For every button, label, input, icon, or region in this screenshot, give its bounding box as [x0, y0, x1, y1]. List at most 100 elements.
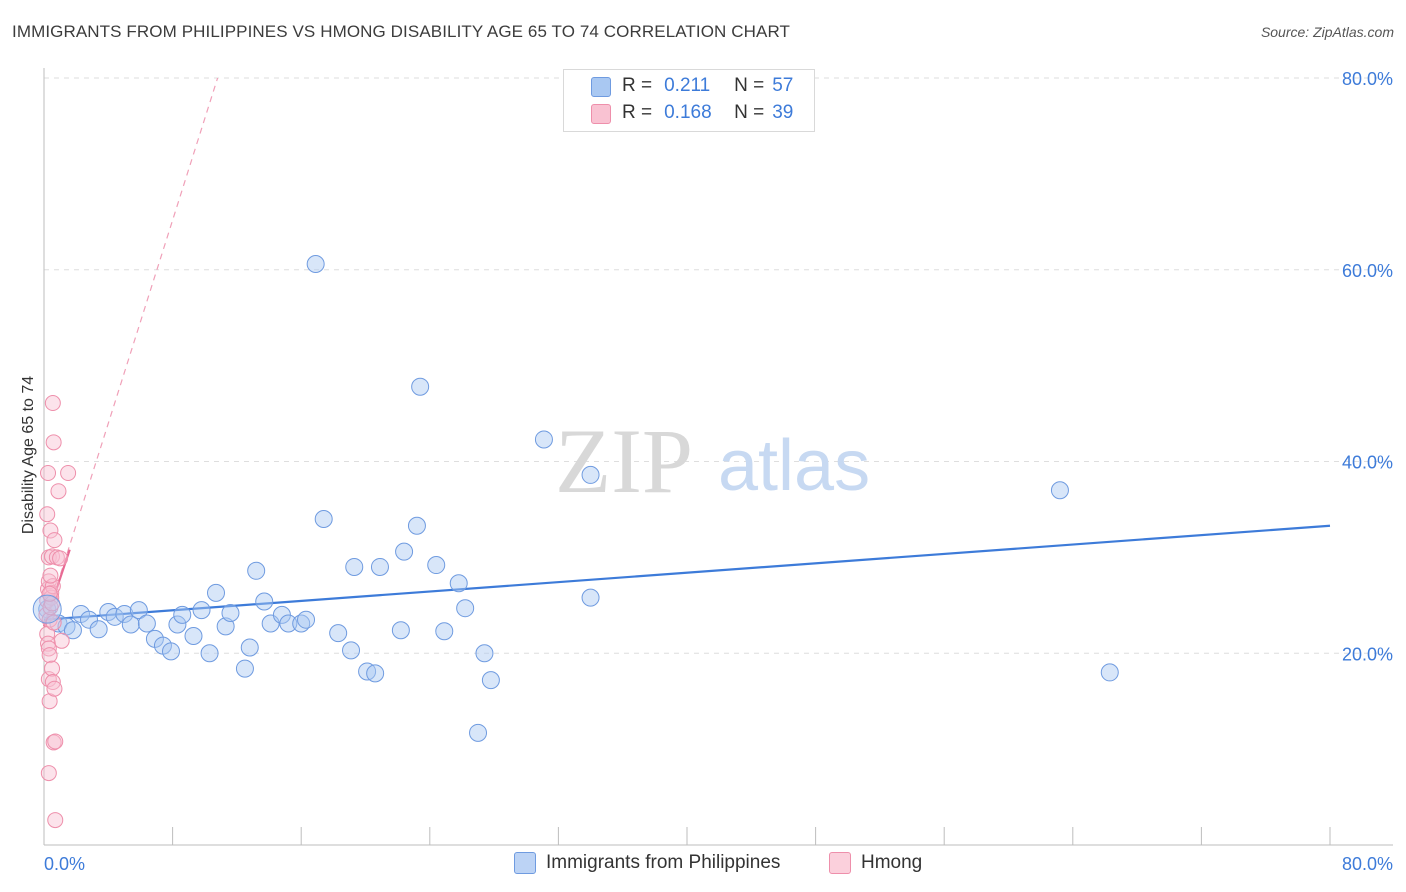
- point-hmong: [40, 765, 57, 782]
- point-philippines: [456, 599, 475, 618]
- point-philippines: [481, 671, 500, 690]
- point-philippines: [297, 610, 316, 629]
- point-philippines: [200, 644, 219, 663]
- grid-lines: [44, 77, 1393, 654]
- point-philippines: [449, 574, 468, 593]
- x-tick-label: 80.0%: [1342, 854, 1393, 874]
- point-philippines: [168, 615, 187, 634]
- point-philippines: [306, 254, 325, 273]
- source-label: Source: ZipAtlas.com: [1260, 24, 1394, 40]
- watermark-atlas: atlas: [718, 426, 870, 506]
- legend-item-philippines: Immigrants from Philippines: [514, 852, 780, 874]
- point-philippines: [235, 659, 254, 678]
- legend-n-label: N =: [734, 102, 765, 123]
- trendline-philippines: [43, 524, 1331, 621]
- point-hmong: [40, 465, 57, 482]
- point-philippines: [89, 620, 108, 639]
- tick-labels: 20.0% 40.0% 60.0% 80.0% 0.0% 80.0%: [44, 69, 1393, 874]
- point-hmong: [44, 674, 61, 691]
- point-philippines: [370, 557, 389, 576]
- point-philippines: [161, 642, 180, 661]
- point-philippines: [427, 556, 446, 575]
- legend-r-value-philippines: 0.211: [664, 75, 711, 96]
- point-philippines: [329, 624, 348, 643]
- point-philippines: [137, 614, 156, 633]
- correlation-legend: R = 0.211 N = 57 R = 0.168 N = 39: [563, 69, 815, 132]
- point-philippines: [534, 430, 553, 449]
- point-philippines: [173, 605, 192, 624]
- legend-label-philippines: Immigrants from Philippines: [546, 852, 781, 873]
- legend-n-label: N =: [734, 75, 765, 96]
- point-philippines: [192, 601, 211, 620]
- legend-r-label: R =: [622, 102, 653, 123]
- point-philippines: [342, 641, 361, 660]
- legend-swatch-philippines: [591, 77, 611, 97]
- y-tick-label: 80.0%: [1342, 69, 1393, 89]
- x-tick-label: 0.0%: [44, 854, 85, 874]
- point-hmong: [41, 693, 58, 710]
- point-philippines: [435, 622, 454, 641]
- point-philippines: [1100, 663, 1119, 682]
- point-hmong: [46, 532, 63, 549]
- point-hmong: [41, 585, 58, 602]
- series-legend: Immigrants from Philippines Hmong: [0, 852, 1406, 878]
- point-philippines: [469, 723, 488, 742]
- y-tick-label: 20.0%: [1342, 644, 1393, 664]
- point-philippines: [247, 561, 266, 580]
- point-philippines: [207, 583, 226, 602]
- point-philippines: [80, 610, 99, 629]
- point-philippines: [475, 644, 494, 663]
- y-tick-label: 40.0%: [1342, 453, 1393, 473]
- point-philippines: [1050, 481, 1069, 500]
- chart-title: IMMIGRANTS FROM PHILIPPINES VS HMONG DIS…: [12, 22, 791, 41]
- watermark-zip: ZIP: [555, 410, 693, 512]
- point-philippines: [32, 594, 62, 624]
- point-hmong: [45, 434, 62, 451]
- watermark: ZIP atlas: [555, 410, 870, 512]
- y-axis-label: Disability Age 65 to 74: [20, 376, 37, 534]
- point-hmong: [60, 465, 77, 482]
- legend-n-value-hmong: 39: [772, 102, 794, 123]
- point-hmong: [44, 395, 61, 412]
- point-philippines: [255, 592, 274, 611]
- point-philippines: [314, 510, 333, 529]
- point-philippines: [240, 638, 259, 657]
- legend-r-label: R =: [622, 75, 653, 96]
- point-philippines: [581, 465, 600, 484]
- legend-n-value-philippines: 57: [772, 75, 794, 96]
- point-philippines: [345, 557, 364, 576]
- point-philippines: [121, 615, 140, 634]
- point-philippines: [581, 588, 600, 607]
- point-philippines: [129, 601, 148, 620]
- point-hmong: [39, 506, 56, 523]
- point-philippines: [184, 626, 203, 645]
- axes: [43, 68, 1393, 846]
- point-philippines: [216, 617, 235, 636]
- point-hmong: [46, 680, 63, 697]
- legend-swatch-hmong: [591, 104, 611, 124]
- legend-item-hmong: Hmong: [829, 852, 922, 874]
- point-philippines: [279, 614, 298, 633]
- point-hmong: [40, 640, 57, 657]
- point-hmong: [47, 733, 64, 750]
- point-philippines: [63, 621, 82, 640]
- point-philippines: [411, 377, 430, 396]
- point-philippines: [115, 604, 134, 623]
- point-hmong: [50, 483, 67, 500]
- data-points: [32, 254, 1119, 829]
- trendline-hmong-extended: [43, 77, 219, 627]
- y-tick-label: 60.0%: [1342, 261, 1393, 281]
- legend-swatch-hmong: [829, 852, 851, 874]
- point-hmong: [47, 812, 64, 829]
- point-hmong: [53, 632, 70, 649]
- point-hmong: [44, 660, 61, 677]
- point-philippines: [366, 664, 385, 683]
- point-hmong: [41, 647, 58, 664]
- trend-lines: [42, 77, 1331, 627]
- point-philippines: [395, 542, 414, 561]
- point-hmong: [42, 567, 59, 584]
- point-philippines: [221, 603, 240, 622]
- point-philippines: [391, 621, 410, 640]
- legend-swatch-philippines: [514, 852, 536, 874]
